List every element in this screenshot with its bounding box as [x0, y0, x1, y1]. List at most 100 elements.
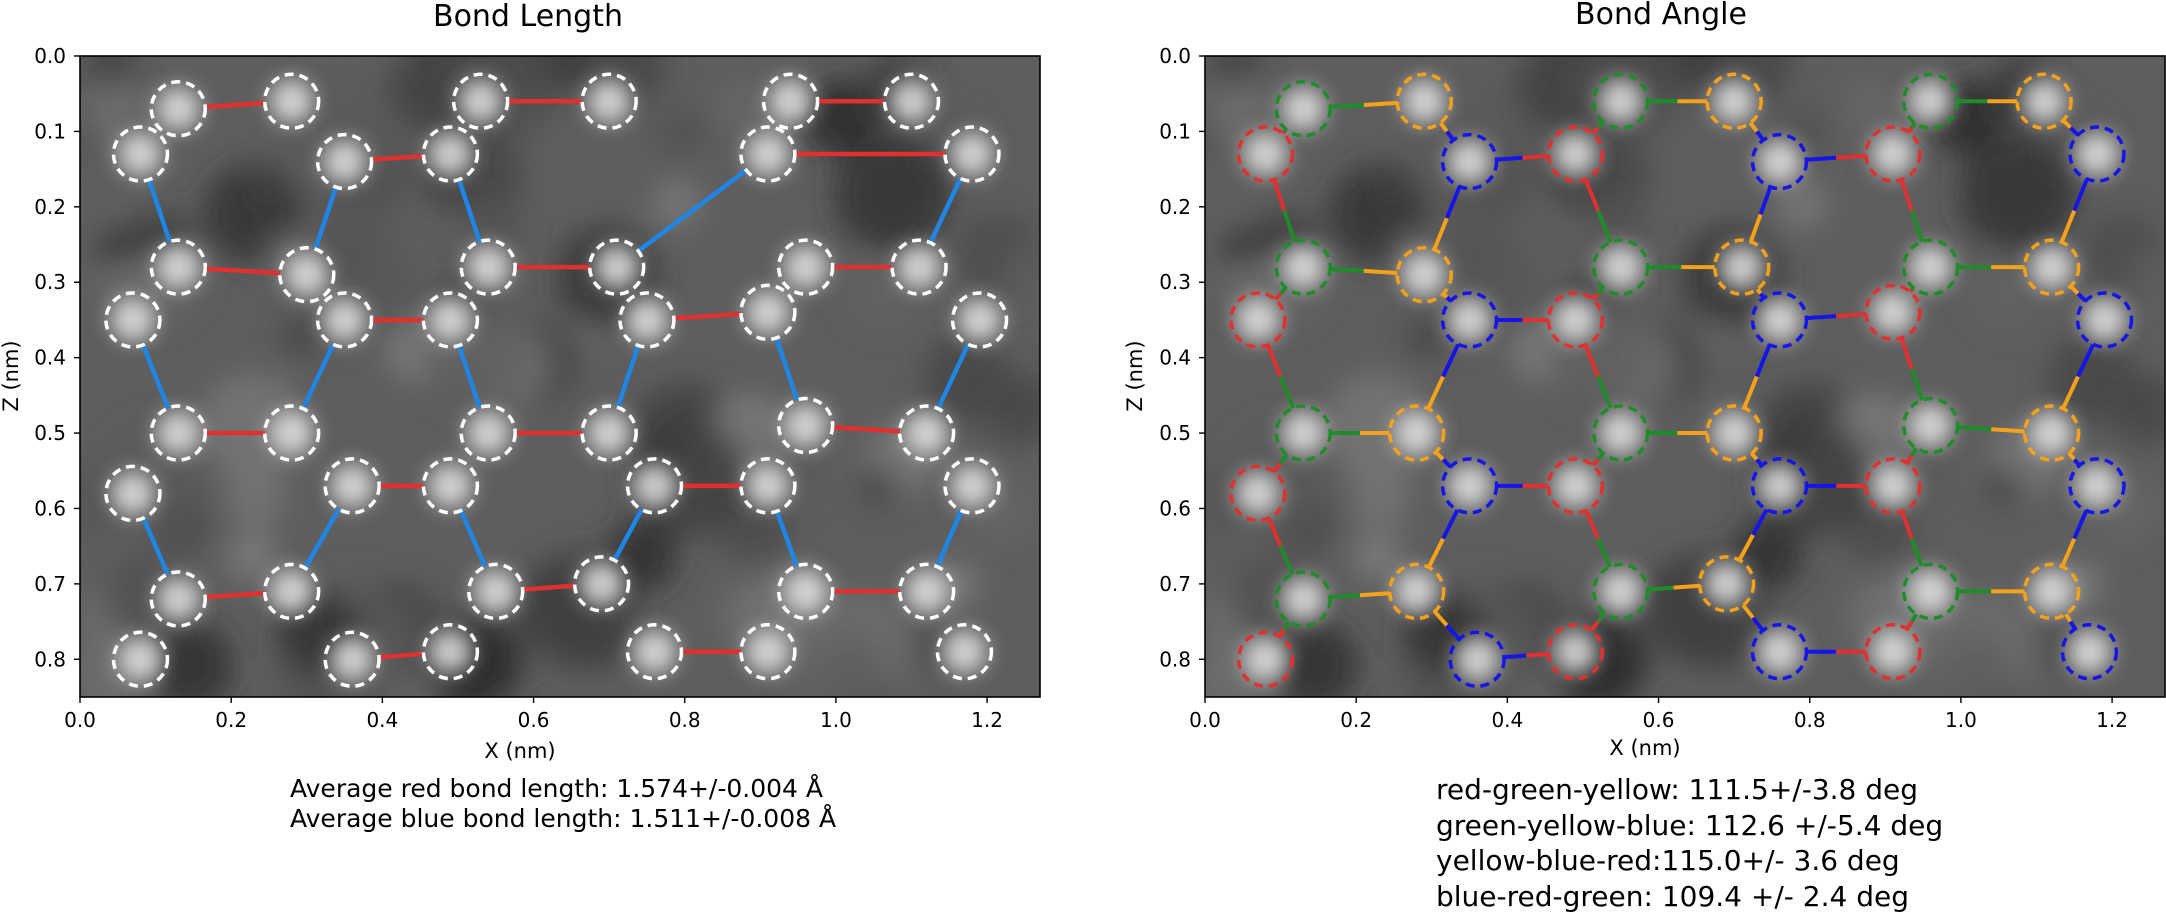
texture-blob	[102, 555, 192, 645]
bonds-layer	[1266, 99, 2095, 660]
blue-half-bond	[1496, 155, 1523, 162]
texture-blob	[1841, 79, 1900, 138]
atom-glow	[2074, 463, 2119, 508]
atom-glow	[632, 463, 677, 508]
atom-glow	[745, 463, 790, 508]
red-half-bond	[1281, 130, 1286, 135]
yellow-atom-marker	[2022, 404, 2081, 462]
y-tick-label: 0.1	[34, 119, 66, 143]
atom-marker	[580, 72, 638, 130]
atom-glow	[1908, 569, 1953, 614]
texture-blob	[803, 79, 880, 156]
x-axis-ticks: 0.0 0.2 0.4 0.6 0.8 1.0 1.2	[1189, 697, 2128, 732]
red-atom-marker	[1229, 291, 1287, 349]
atom-marker	[625, 457, 684, 515]
atom-glow	[768, 79, 813, 124]
atom-glow	[1553, 132, 1598, 177]
atom-glow	[428, 629, 473, 674]
blue-bond	[313, 186, 339, 250]
atom-marker	[149, 404, 208, 462]
texture-blob	[1662, 120, 1746, 204]
green-half-bond	[1330, 266, 1364, 273]
atom-glow	[1447, 463, 1492, 508]
texture-blob	[1350, 468, 1411, 529]
yellow-half-bond	[1755, 287, 1763, 295]
yellow-half-bond	[1426, 375, 1445, 410]
atom-glow	[110, 471, 155, 516]
atom-glow	[1235, 297, 1280, 342]
atom-glow	[2029, 569, 2074, 614]
x-tick-label: 0.8	[1794, 708, 1826, 732]
x-tick-label: 0.6	[1643, 708, 1675, 732]
atom-marker	[149, 570, 208, 628]
red-half-bond	[1266, 517, 1283, 547]
atom-glow	[1281, 576, 1326, 621]
yellow-atom-marker	[1395, 245, 1453, 304]
atom-glow	[156, 411, 201, 456]
red-atom-marker	[1546, 291, 1605, 349]
red-half-bond	[1591, 126, 1600, 135]
atom-glow	[904, 569, 949, 614]
green-half-bond	[1278, 375, 1296, 409]
red-half-bond	[1272, 462, 1283, 474]
green-half-bond	[1909, 209, 1925, 243]
blue-atom-marker	[2068, 457, 2126, 515]
red-atom-marker	[1236, 630, 1295, 689]
atom-glow	[1394, 411, 1439, 456]
bond-angle-panel: Bond Angle 0.0 0.2 0.4 0.6 0.8 1.0 1.2 0.00.10…	[1123, 0, 2166, 760]
blue-half-bond	[1751, 508, 1769, 536]
texture-blob	[467, 194, 524, 250]
texture-blob	[227, 531, 278, 582]
atom-glow	[466, 245, 511, 290]
atom-glow	[466, 411, 511, 456]
atom-glow	[783, 569, 828, 614]
atom-marker	[459, 238, 517, 296]
atom-glow	[118, 132, 163, 177]
blue-bond	[928, 177, 963, 244]
chart-title: Bond Length	[433, 0, 623, 34]
blue-half-bond	[2076, 343, 2095, 378]
yellow-atom-marker	[2022, 238, 2081, 296]
yellow-half-bond	[1748, 121, 1759, 133]
x-tick-label: 0.2	[215, 708, 247, 732]
x-tick-label: 1.0	[1945, 708, 1977, 732]
blue-bond	[458, 509, 488, 568]
atom-glow	[1598, 411, 1643, 456]
atom-glow	[1757, 629, 1802, 674]
yellow-half-bond	[1432, 217, 1449, 251]
blue-bond	[774, 337, 800, 401]
atom-glow	[1757, 139, 1802, 184]
green-half-bond	[1910, 122, 1917, 129]
red-half-bond	[1900, 510, 1914, 540]
green-atom-marker	[1274, 570, 1333, 628]
green-half-bond	[1596, 375, 1613, 409]
blue-bond	[774, 510, 799, 567]
y-tick-label: 0.4	[34, 346, 66, 370]
plot-area	[80, 56, 1040, 697]
x-tick-label: 1.0	[820, 708, 852, 732]
green-half-bond	[1596, 537, 1612, 568]
atom-marker	[323, 457, 381, 515]
atom-marker	[943, 125, 1001, 183]
blue-atom-marker	[1750, 291, 1809, 349]
atom-glow	[1598, 79, 1643, 124]
yellow-half-bond	[1359, 591, 1390, 598]
yellow-atom-marker	[1712, 238, 1771, 296]
texture-blob	[312, 198, 393, 280]
bond-length-caption: Average red bond length: 1.574+/-0.004 Å…	[290, 774, 836, 833]
y-tick-label: 0.2	[34, 195, 66, 219]
x-axis-label: X (nm)	[484, 739, 555, 763]
red-half-bond	[1908, 288, 1914, 293]
atom-glow	[2022, 79, 2067, 124]
atom-marker	[421, 623, 480, 681]
blue-half-bond	[2072, 178, 2089, 212]
yellow-half-bond	[1426, 537, 1445, 569]
green-half-bond	[1910, 613, 1919, 623]
atom-glow	[2029, 411, 2074, 456]
atom-glow	[2074, 132, 2119, 177]
atom-marker	[580, 404, 638, 462]
atom-marker	[149, 80, 208, 138]
atom-marker	[897, 562, 956, 621]
red-bond	[205, 590, 265, 600]
atom-marker	[459, 404, 517, 462]
